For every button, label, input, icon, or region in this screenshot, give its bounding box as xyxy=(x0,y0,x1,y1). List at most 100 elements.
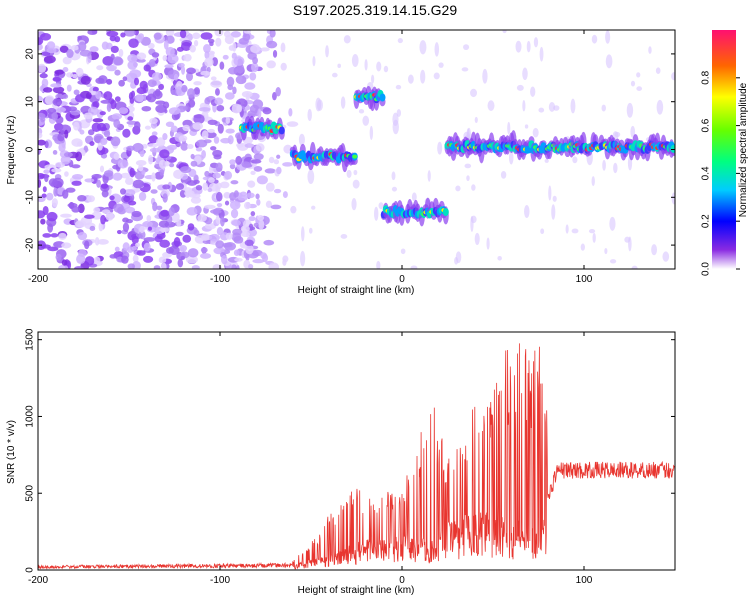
spectrogram-cell xyxy=(343,35,351,44)
spectrogram-cell xyxy=(200,70,211,76)
spectrogram-cell xyxy=(268,156,275,164)
spectrogram-cell xyxy=(176,218,182,227)
spectrogram-cell xyxy=(176,86,182,96)
spectrogram-cell xyxy=(163,40,169,50)
spectrogram-cell xyxy=(282,258,287,266)
spectrogram-cell xyxy=(544,158,549,163)
spectrogram-cell xyxy=(118,79,125,87)
spectrogram-cell xyxy=(129,69,142,79)
spectrogram-cell xyxy=(160,209,170,217)
spectrogram-cell xyxy=(214,97,224,106)
spectrogram-cell xyxy=(434,42,440,57)
spectrogram-cell xyxy=(100,99,112,104)
spectrogram-cell xyxy=(148,135,159,144)
spectrogram-cell xyxy=(199,253,212,259)
spectrogram-cell xyxy=(248,264,254,269)
spectrogram-cell xyxy=(230,208,239,219)
spectrogram-cell xyxy=(374,206,379,221)
spectrogram-cell xyxy=(258,219,265,230)
spectrogram-cell xyxy=(474,232,480,246)
spectrogram-cell xyxy=(138,230,146,240)
spectrogram-cell xyxy=(167,144,178,151)
spectrogram-cell xyxy=(102,55,114,66)
spectrogram-cell xyxy=(50,233,59,238)
spectrogram-cell xyxy=(263,239,275,246)
x-tick-label: -100 xyxy=(210,575,230,586)
spectrogram-cell xyxy=(548,102,556,112)
spectrogram-cell xyxy=(470,216,474,232)
spectrogram-cell xyxy=(604,247,608,255)
colorbar: 0.0 0.2 0.4 0.6 0.8 Normalized spectral ampl… xyxy=(701,30,749,276)
spectrogram-cell xyxy=(229,163,236,170)
spectrogram-cell xyxy=(72,73,78,79)
spectrogram-cell xyxy=(84,214,95,219)
spectrogram-cell xyxy=(180,142,189,151)
spectrogram-cell xyxy=(204,170,210,177)
spectrogram-cell xyxy=(147,143,159,148)
x-tick-label: 100 xyxy=(576,274,593,285)
spectrogram-cell xyxy=(278,126,285,135)
spectrogram-cell xyxy=(225,128,235,134)
spectrogram-cell xyxy=(110,136,121,147)
spectrogram-cell xyxy=(84,240,90,250)
spectrogram-cell xyxy=(134,121,141,130)
spectrogram-cell xyxy=(207,128,215,134)
spectrogram-cell xyxy=(230,31,242,38)
spectrogram-cell xyxy=(100,126,108,132)
spectrogram-cell xyxy=(105,211,114,221)
spectrogram-cell xyxy=(195,185,203,191)
spectrogram-cell xyxy=(138,164,144,172)
colorbar-tick-label: 0.0 xyxy=(701,262,712,276)
spectrogram-cell xyxy=(41,193,47,198)
spectrogram-cell xyxy=(64,171,69,177)
spectrogram-cell xyxy=(153,265,161,269)
spectrogram-cell xyxy=(150,189,158,194)
spectrogram-cell xyxy=(187,248,199,258)
spectrogram-cell xyxy=(162,133,168,141)
spectrogram-cell xyxy=(307,169,315,185)
spectrogram-cell xyxy=(93,256,101,264)
spectrogram-cell xyxy=(182,124,191,132)
spectrogram-cell xyxy=(59,124,72,135)
spectrogram-cell xyxy=(38,210,46,219)
spectrogram-cell xyxy=(419,40,427,55)
spectrogram-cell xyxy=(62,94,69,100)
spectrogram-cell xyxy=(42,233,52,238)
spectrogram-cell xyxy=(212,149,223,158)
spectrogram-cell xyxy=(85,92,92,100)
spectrogram-cell xyxy=(571,228,579,234)
spectrogram-cell xyxy=(588,228,596,234)
spectrogram-cell xyxy=(605,30,611,44)
spectrogram-cell xyxy=(250,159,262,164)
spectrogram-cell xyxy=(48,178,58,187)
spectrogram-cell xyxy=(122,128,131,138)
spectrogram-cell xyxy=(533,37,539,48)
spectrogram-cell xyxy=(461,67,469,72)
spectrogram-cell xyxy=(236,142,244,148)
spectrogram-cell xyxy=(95,90,102,100)
spectrogram-cell xyxy=(129,167,135,178)
spectrogram-cell xyxy=(58,232,67,240)
spectrogram-cell xyxy=(86,195,95,203)
spectrogram-cell xyxy=(397,38,403,44)
spectrogram-cell xyxy=(369,125,374,140)
y-tick-label: 1500 xyxy=(25,328,36,351)
spectrogram-cell xyxy=(92,118,104,123)
spectrogram-cell xyxy=(232,228,243,236)
spectrogram-cell xyxy=(351,53,359,68)
spectrogram-cell xyxy=(67,202,78,208)
spectrogram-cell xyxy=(570,98,576,114)
spectrogram-cell xyxy=(247,110,256,117)
spectrogram-cell xyxy=(191,265,200,269)
spectrogram-cell xyxy=(38,43,43,51)
spectrogram-cell xyxy=(73,121,80,131)
spectrogram-cell xyxy=(332,72,338,78)
spectrogram-cell xyxy=(52,77,62,82)
spectrogram-cell xyxy=(66,49,74,59)
spectrogram-cell xyxy=(147,226,152,231)
spectrogram-cell xyxy=(255,193,260,200)
spectrogram-cell xyxy=(58,264,69,269)
spectrogram-cell xyxy=(62,189,69,199)
